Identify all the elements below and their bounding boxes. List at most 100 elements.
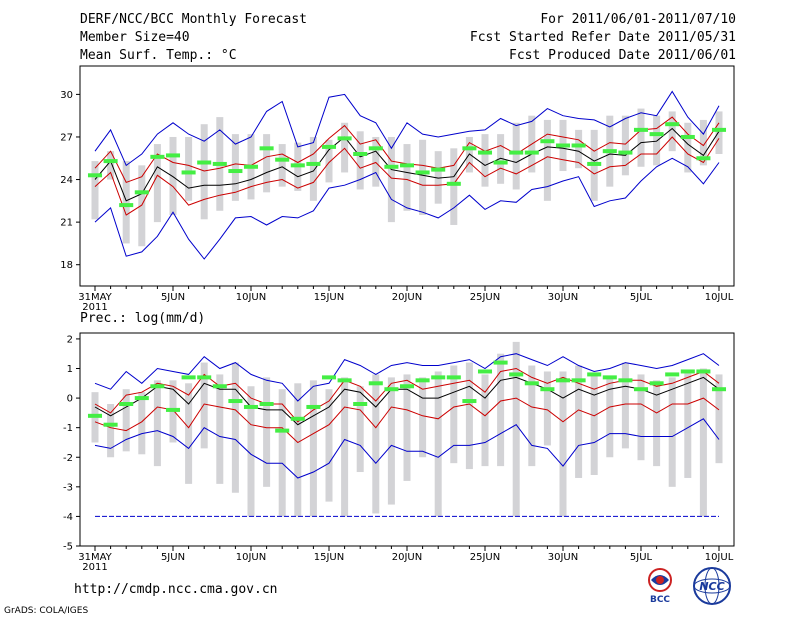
prec-observed-mark <box>321 375 337 380</box>
prec-ensemble-box <box>590 374 598 475</box>
temp-observed-mark <box>337 136 352 141</box>
prec-observed-mark <box>181 375 196 380</box>
prec-y-tick-label: -2 <box>63 453 73 464</box>
temp-observed-mark <box>103 159 118 164</box>
temp-x-tick-label: 15JUN <box>314 292 344 303</box>
prec-observed-mark <box>509 372 524 377</box>
prec-observed-mark <box>462 399 477 404</box>
temp-ensemble-box <box>653 115 661 166</box>
prec-min-line <box>94 418 720 479</box>
temp-y-tick-label: 30 <box>60 90 73 101</box>
prec-observed-mark <box>275 428 290 433</box>
temp-observed-mark <box>259 146 274 151</box>
prec-observed-mark <box>228 399 243 404</box>
temp-observed-mark <box>524 150 539 155</box>
prec-observed-mark <box>649 381 664 386</box>
prec-ensemble-box <box>153 380 161 467</box>
prec-ensemble-box <box>559 371 567 517</box>
temp-observed-mark <box>696 156 711 161</box>
temp-observed-mark <box>665 122 680 127</box>
temp-x-tick-label: 25JUN <box>470 292 500 303</box>
prec-observed-mark <box>493 360 508 365</box>
prec-observed-mark <box>711 387 727 392</box>
prec-ensemble-box <box>122 389 130 452</box>
temp-observed-mark <box>493 160 508 165</box>
prec-observed-mark <box>103 422 118 427</box>
temp-observed-mark <box>197 160 212 165</box>
prec-observed-mark <box>119 402 134 406</box>
temp-observed-mark <box>431 167 446 172</box>
temp-observed-mark <box>353 152 368 156</box>
prec-ensemble-box <box>403 374 411 481</box>
temp-observed-mark <box>633 127 649 132</box>
prec-observed-mark <box>587 372 602 377</box>
prec-ensemble-box <box>200 362 208 449</box>
temp-observed-mark <box>150 154 165 159</box>
temp-x-tick-label: 30JUN <box>548 292 578 303</box>
prec-ensemble-box <box>231 362 239 493</box>
temp-max-line <box>94 90 720 167</box>
prec-x-tick-label: 10JUL <box>705 552 734 563</box>
temp-observed-mark <box>711 127 727 132</box>
temp-ensemble-box <box>278 144 286 187</box>
temp-ensemble-box <box>637 108 645 167</box>
prec-ensemble-box <box>684 371 692 478</box>
temp-ensemble-box <box>497 134 505 184</box>
temp-observed-mark <box>649 132 664 137</box>
prec-mean-line <box>94 376 720 426</box>
prec-observed-mark <box>306 404 321 409</box>
prec-ensemble-box <box>341 377 349 517</box>
prec-ensemble-box <box>699 368 707 517</box>
prec-ensemble-box <box>543 371 551 446</box>
temp-observed-mark <box>415 170 430 175</box>
prec-ensemble-box <box>294 383 302 517</box>
prec-observed-mark <box>602 375 617 380</box>
temp-x-tick-year: 2011 <box>82 302 107 313</box>
temp-ensemble-box <box>200 124 208 220</box>
temp-observed-mark <box>368 146 383 151</box>
temp-x-tick-label: 20JUN <box>392 292 422 303</box>
temp-observed-mark <box>134 190 149 195</box>
prec-x-tick-label: 31MAY <box>78 552 112 563</box>
temp-ensemble-box <box>419 139 427 216</box>
start-date: Fcst Started Refer Date 2011/05/31 <box>469 30 736 45</box>
prec-observed-mark <box>446 375 461 380</box>
prec-ensemble-box <box>387 377 395 505</box>
source-url[interactable]: http://cmdp.ncc.cma.gov.cn <box>74 582 278 597</box>
temp-ensemble-box <box>715 111 723 154</box>
prec-ensemble-box <box>278 389 286 517</box>
temp-ensemble-box <box>403 144 411 211</box>
temp-x-tick-label: 5JUN <box>161 292 185 303</box>
temp-ensemble-box <box>356 131 364 190</box>
produced-date: Fcst Produced Date 2011/06/01 <box>509 48 736 63</box>
prec-observed-mark <box>680 369 695 374</box>
temp-y-tick-label: 24 <box>60 175 73 186</box>
temp-y-tick-label: 27 <box>60 132 73 143</box>
temp-observed-mark <box>212 161 227 166</box>
prec-x-tick-label: 15JUN <box>314 552 344 563</box>
prec-observed-mark <box>384 387 399 392</box>
prec-observed-mark <box>431 375 446 380</box>
prec-ensemble-box <box>263 377 271 487</box>
bcc-logo: BCC <box>648 568 672 605</box>
temp-ensemble-box <box>575 129 583 169</box>
prec-ensemble-box <box>575 365 583 478</box>
forecast-period: For 2011/06/01-2011/07/10 <box>540 12 736 27</box>
prec-y-tick-label: -1 <box>63 423 73 434</box>
prec-y-tick-label: -4 <box>63 512 73 523</box>
temp-x-tick-label: 10JUL <box>705 292 734 303</box>
prec-max-line <box>94 353 720 402</box>
prec-ensemble-box <box>481 374 489 467</box>
prec-observed-mark <box>150 384 165 389</box>
prec-ensemble-box <box>419 377 427 458</box>
temp-x-tick-label: 5JUL <box>630 292 653 303</box>
temp-ensemble-box <box>231 134 239 201</box>
prec-x-tick-label: 5JUL <box>630 552 653 563</box>
prec-observed-mark <box>87 413 103 418</box>
temp-observed-mark <box>119 203 134 208</box>
prec-ensemble-box <box>216 374 224 484</box>
prec-ensemble-box <box>185 383 193 484</box>
temp-y-tick-label: 18 <box>60 260 73 271</box>
temp-observed-mark <box>165 153 181 158</box>
temp-observed-mark <box>399 163 415 168</box>
